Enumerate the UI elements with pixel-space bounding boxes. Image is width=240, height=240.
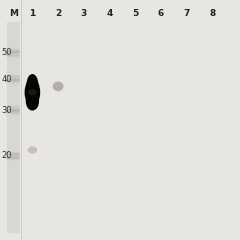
Text: 7: 7: [183, 9, 190, 18]
Ellipse shape: [25, 78, 40, 107]
Text: 50: 50: [1, 48, 12, 57]
FancyBboxPatch shape: [6, 22, 20, 233]
Text: 4: 4: [106, 9, 113, 18]
Text: 2: 2: [55, 9, 61, 18]
Ellipse shape: [53, 82, 63, 91]
Text: M: M: [9, 9, 18, 18]
Text: 5: 5: [132, 9, 138, 18]
Text: 8: 8: [209, 9, 215, 18]
Ellipse shape: [26, 92, 39, 111]
Ellipse shape: [28, 89, 37, 96]
Ellipse shape: [28, 146, 37, 154]
Text: 40: 40: [1, 75, 12, 84]
Text: 30: 30: [1, 106, 12, 115]
Ellipse shape: [27, 74, 38, 94]
Text: 1: 1: [29, 9, 36, 18]
Text: 20: 20: [1, 151, 12, 161]
Text: 6: 6: [158, 9, 164, 18]
Text: 3: 3: [81, 9, 87, 18]
